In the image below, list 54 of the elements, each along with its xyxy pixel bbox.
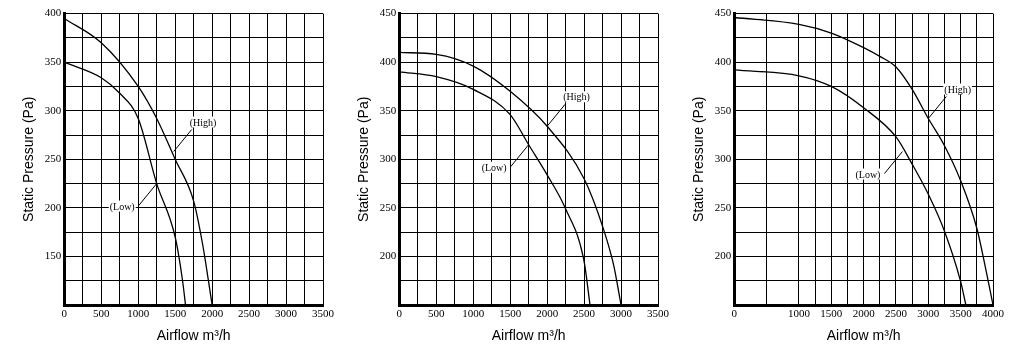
x-axis-title: Airflow m³/h	[826, 327, 901, 344]
y-tick-label: 200	[45, 200, 63, 213]
y-tick-label: 200	[714, 249, 732, 262]
y-tick-label: 250	[45, 152, 63, 165]
y-tick-label: 250	[714, 200, 732, 213]
annotation: (High)	[943, 83, 971, 96]
y-tick-label: 350	[714, 103, 732, 116]
x-tick-label: 500	[427, 307, 445, 320]
x-tick-label: 3000	[275, 307, 298, 320]
x-tick-label: 0	[61, 307, 68, 320]
y-tick-label: 150	[45, 249, 63, 262]
y-axis-title: Static Pressure (Pa)	[20, 96, 37, 222]
x-tick-label: 1500	[819, 307, 843, 320]
y-tick-label: 400	[379, 55, 397, 68]
x-tick-label: 2500	[238, 307, 261, 320]
x-tick-label: 1000	[462, 307, 485, 320]
x-tick-label: 1500	[499, 307, 522, 320]
x-tick-label: 2000	[536, 307, 559, 320]
x-tick-label: 2000	[852, 307, 875, 320]
y-tick-label: 450	[714, 6, 732, 19]
y-tick-label: 200	[379, 249, 397, 262]
y-tick-label: 300	[379, 152, 397, 165]
x-tick-label: 1000	[787, 307, 811, 320]
y-axis-title: Static Pressure (Pa)	[689, 96, 706, 222]
x-tick-label: 2000	[201, 307, 224, 320]
x-tick-label: 3000	[610, 307, 633, 320]
x-tick-label: 4000	[981, 307, 1005, 320]
x-axis-title: Airflow m³/h	[491, 327, 566, 344]
x-tick-label: 1000	[127, 307, 151, 320]
y-tick-label: 350	[379, 103, 397, 116]
x-tick-label: 3500	[646, 307, 670, 320]
x-tick-label: 0	[396, 307, 403, 320]
x-axis-title: Airflow m³/h	[157, 327, 231, 344]
annotation: (High)	[563, 91, 590, 104]
y-tick-label: 400	[45, 6, 63, 19]
x-tick-label: 500	[93, 307, 111, 320]
x-tick-label: 0	[731, 307, 738, 320]
x-tick-label: 2500	[573, 307, 596, 320]
x-tick-label: 3500	[949, 307, 972, 320]
annotation: (Low)	[481, 161, 507, 174]
annotation: (Low)	[855, 168, 881, 181]
x-tick-label: 3500	[312, 307, 335, 320]
x-tick-label: 1500	[164, 307, 187, 320]
y-axis-title: Static Pressure (Pa)	[355, 96, 372, 222]
annotation: (High)	[190, 116, 217, 129]
y-tick-label: 300	[45, 103, 63, 116]
y-tick-label: 300	[714, 152, 732, 165]
y-tick-label: 400	[714, 55, 732, 68]
y-tick-label: 250	[379, 200, 397, 213]
x-tick-label: 3000	[916, 307, 940, 320]
y-tick-label: 350	[45, 55, 63, 68]
x-tick-label: 2500	[884, 307, 908, 320]
y-tick-label: 450	[379, 6, 397, 19]
annotation: (Low)	[110, 200, 136, 213]
